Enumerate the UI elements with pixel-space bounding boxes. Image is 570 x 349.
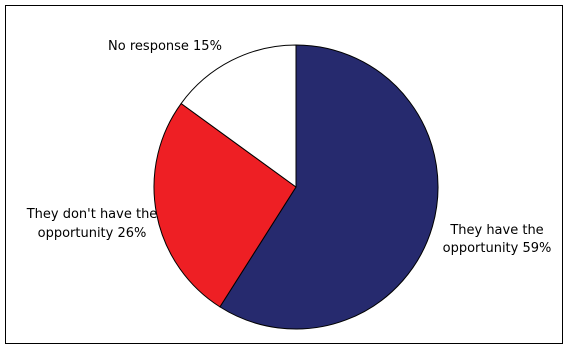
slice-label-no-response: No response 15% [108,39,222,54]
slice-labels: They have the opportunity 59% They don't h… [26,39,552,256]
pie-slice-they-have-the-opportunity [219,44,439,330]
slice-label-they-have-the-opportunity: They have the opportunity 59% [443,223,552,256]
slice-label-line: They have the [449,223,543,238]
slice-label-they-don-t-have-the-opportunity: They don't have the opportunity 26% [26,207,158,241]
slice-label-line: No response 15% [108,39,222,54]
pie-slices [153,44,439,330]
pie-slice-they-don-t-have-the-opportunity [153,103,297,308]
slice-label-line: They don't have the [26,207,158,222]
pie-slice-no-response [180,44,297,188]
slice-label-line: opportunity 59% [443,241,552,256]
slice-label-line: opportunity 26% [38,226,147,241]
